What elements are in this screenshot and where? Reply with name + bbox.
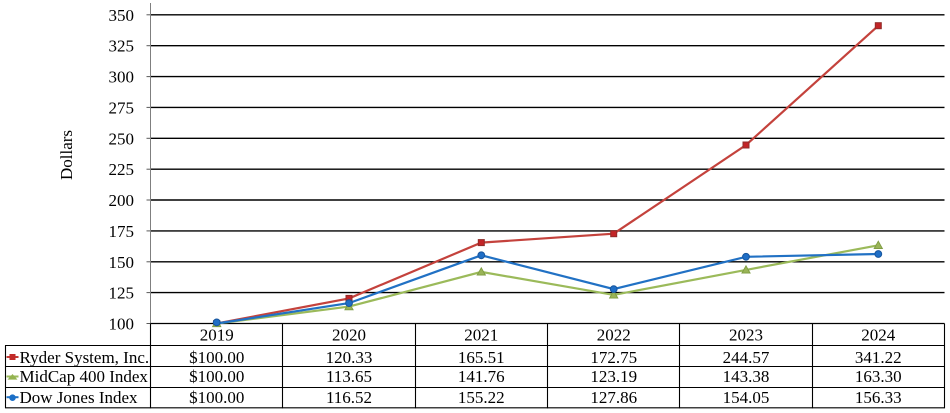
svg-text:154.05: 154.05 <box>723 388 770 407</box>
svg-text:165.51: 165.51 <box>458 348 505 367</box>
svg-text:Dow Jones Index: Dow Jones Index <box>20 388 139 407</box>
svg-text:350: 350 <box>109 6 135 25</box>
svg-text:Ryder System, Inc.: Ryder System, Inc. <box>20 348 150 367</box>
svg-text:MidCap 400 Index: MidCap 400 Index <box>20 367 149 386</box>
svg-text:225: 225 <box>109 160 135 179</box>
svg-text:300: 300 <box>109 68 135 87</box>
svg-text:200: 200 <box>109 191 135 210</box>
svg-text:Dollars: Dollars <box>57 130 76 180</box>
svg-text:100: 100 <box>109 315 135 334</box>
svg-text:2022: 2022 <box>597 325 631 344</box>
svg-text:244.57: 244.57 <box>723 348 770 367</box>
svg-text:175: 175 <box>109 222 135 241</box>
svg-text:141.76: 141.76 <box>458 367 505 386</box>
svg-text:2024: 2024 <box>861 325 896 344</box>
svg-text:$100.00: $100.00 <box>189 388 244 407</box>
svg-text:2021: 2021 <box>464 325 498 344</box>
svg-text:341.22: 341.22 <box>855 348 902 367</box>
svg-text:275: 275 <box>109 98 135 117</box>
svg-text:123.19: 123.19 <box>590 367 637 386</box>
svg-text:325: 325 <box>109 37 135 56</box>
svg-text:125: 125 <box>109 284 135 303</box>
svg-text:116.52: 116.52 <box>326 388 372 407</box>
svg-text:172.75: 172.75 <box>590 348 637 367</box>
svg-text:2020: 2020 <box>332 325 366 344</box>
svg-text:2019: 2019 <box>200 325 234 344</box>
svg-text:143.38: 143.38 <box>723 367 770 386</box>
svg-text:120.33: 120.33 <box>326 348 373 367</box>
svg-text:163.30: 163.30 <box>855 367 902 386</box>
svg-text:250: 250 <box>109 129 135 148</box>
svg-text:113.65: 113.65 <box>326 367 372 386</box>
svg-text:150: 150 <box>109 253 135 272</box>
svg-text:156.33: 156.33 <box>855 388 902 407</box>
svg-text:$100.00: $100.00 <box>189 348 244 367</box>
svg-text:127.86: 127.86 <box>590 388 637 407</box>
svg-text:2023: 2023 <box>729 325 763 344</box>
svg-text:155.22: 155.22 <box>458 388 505 407</box>
svg-text:$100.00: $100.00 <box>189 367 244 386</box>
